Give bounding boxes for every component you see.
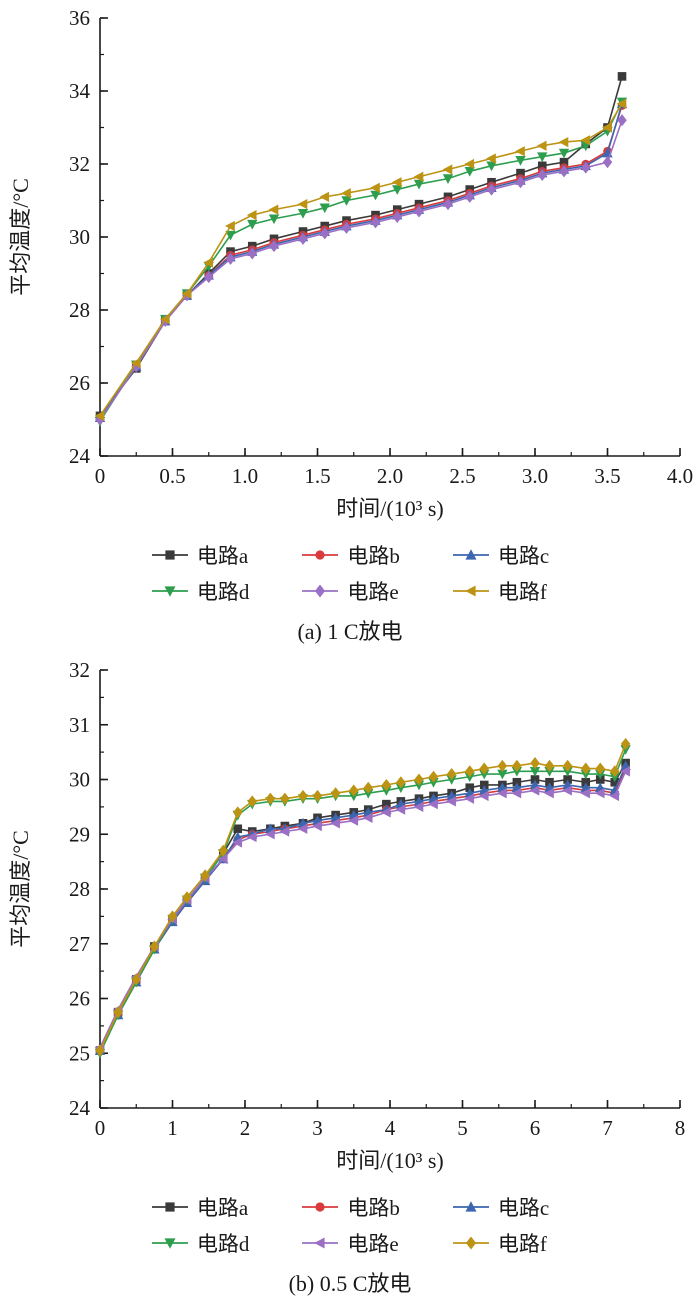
- series-line-a: [99, 76, 623, 417]
- legend-marker-d-icon: [151, 586, 188, 597]
- chart-b-ytick-1: 25: [69, 1041, 90, 1065]
- chart-b-legend: 电路a 电路b 电路c 电路d 电路e 电路f: [0, 1192, 700, 1258]
- legend-item-b: 电路b: [301, 1192, 400, 1222]
- legend-label-b: 电路b: [347, 544, 400, 568]
- chart-b-caption: (b) 0.5 C放电: [288, 1271, 412, 1296]
- legend-item-c: 电路c: [452, 540, 549, 570]
- chart-a-xtick-8: 4.0: [667, 464, 693, 488]
- legend-label-d: 电路d: [196, 580, 250, 604]
- legend-marker-e-icon: [302, 1237, 339, 1249]
- legend-item-f: 电路f: [452, 1228, 549, 1258]
- chart-a-xtick-0: 0: [95, 464, 106, 488]
- chart-a-xtick-3: 1.5: [304, 464, 330, 488]
- chart-b-xtick-1: 1: [167, 1116, 178, 1140]
- chart-a-ytick-3: 30: [69, 225, 90, 249]
- legend-label-c: 电路c: [497, 544, 550, 568]
- legend-item-e: 电路e: [301, 1228, 400, 1258]
- chart-b-xtick-8: 8: [675, 1116, 686, 1140]
- chart-b-xlabel: 时间/(10³ s): [336, 1148, 443, 1173]
- chart-b-ytick-0: 24: [69, 1096, 91, 1120]
- chart-a-ytick-6: 36: [69, 6, 90, 30]
- chart-a-ytick-1: 26: [69, 371, 90, 395]
- legend-label-a: 电路a: [196, 544, 249, 568]
- chart-a-ytick-2: 28: [69, 298, 90, 322]
- chart-b-ytick-3: 27: [69, 932, 90, 956]
- legend-label-b: 电路b: [347, 1196, 400, 1220]
- chart-b-ytick-4: 28: [69, 877, 90, 901]
- chart-b-xtick-2: 2: [240, 1116, 251, 1140]
- chart-a-xlabel: 时间/(10³ s): [336, 496, 443, 521]
- chart-a-ytick-0: 24: [69, 444, 91, 468]
- chart-b-ytick-7: 31: [69, 713, 90, 737]
- legend-item-e: 电路e: [301, 576, 400, 606]
- legend-marker-b-icon: [302, 550, 339, 560]
- legend-label-a: 电路a: [196, 1196, 249, 1220]
- legend-marker-d-icon: [151, 1238, 188, 1249]
- chart-a-ylabel: 平均温度/°C: [8, 178, 33, 296]
- chart-b-xtick-3: 3: [312, 1116, 323, 1140]
- chart-a-xtick-4: 2.0: [377, 464, 403, 488]
- chart-a-legend: 电路a 电路b 电路c 电路d 电路e 电路f: [0, 540, 700, 606]
- series-line-f: [99, 103, 623, 417]
- legend-marker-f-icon: [452, 1236, 489, 1250]
- legend-marker-c-icon: [452, 549, 489, 560]
- chart-b-figure: 0 1 2 3 4 5 6 7 8 24 25 26 27 28 29 30 31 32 平均温度/°C 时间/(…: [0, 656, 700, 1298]
- chart-b-xtick-4: 4: [385, 1116, 396, 1140]
- chart-b-ytick-5: 29: [69, 822, 90, 846]
- legend-label-e: 电路e: [347, 580, 399, 604]
- chart-a-ytick-4: 32: [69, 152, 90, 176]
- chart-b-xtick-6: 6: [530, 1116, 541, 1140]
- legend-label-d: 电路d: [196, 1232, 250, 1256]
- legend-label-f: 电路f: [497, 1232, 547, 1256]
- chart-b-ylabel: 平均温度/°C: [8, 830, 33, 948]
- legend-item-d: 电路d: [151, 1228, 250, 1258]
- legend-item-c: 电路c: [452, 1192, 549, 1222]
- chart-b-xtick-7: 7: [602, 1116, 613, 1140]
- legend-label-c: 电路c: [497, 1196, 550, 1220]
- legend-marker-c-icon: [452, 1201, 489, 1212]
- chart-a-caption: (a) 1 C放电: [297, 619, 403, 644]
- chart-b-ytick-2: 26: [69, 987, 90, 1011]
- legend-marker-b-icon: [302, 1202, 339, 1212]
- legend-item-b: 电路b: [301, 540, 400, 570]
- series-line-d: [99, 101, 623, 422]
- chart-a-xtick-6: 3.0: [522, 464, 548, 488]
- figure-page: 0 0.5 1.0 1.5 2.0 2.5 3.0 3.5 4.0 24 26 28 30 32 34 36 …: [0, 4, 700, 1298]
- chart-a-figure: 0 0.5 1.0 1.5 2.0 2.5 3.0 3.5 4.0 24 26 28 30 32 34 36 …: [0, 4, 700, 646]
- series-line-c: [99, 103, 623, 419]
- legend-marker-e-icon: [302, 584, 339, 598]
- chart-a-ytick-5: 34: [69, 79, 91, 103]
- legend-item-d: 电路d: [151, 576, 250, 606]
- chart-b-ytick-8: 32: [69, 658, 90, 682]
- legend-item-a: 电路a: [151, 1192, 250, 1222]
- legend-item-a: 电路a: [151, 540, 250, 570]
- legend-marker-a-icon: [151, 550, 188, 560]
- chart-b-ytick-6: 30: [69, 768, 90, 792]
- chart-a-xtick-2: 1.0: [232, 464, 258, 488]
- legend-marker-f-icon: [452, 585, 489, 597]
- chart-a-xtick-1: 0.5: [159, 464, 185, 488]
- legend-item-f: 电路f: [452, 576, 549, 606]
- chart-a-xtick-5: 2.5: [449, 464, 475, 488]
- legend-label-f: 电路f: [497, 580, 547, 604]
- series-line-d: [99, 749, 627, 1054]
- chart-b-xtick-0: 0: [95, 1116, 106, 1140]
- chart-b-canvas: 0 1 2 3 4 5 6 7 8 24 25 26 27 28 29 30 31 32 平均温度/°C 时间/(…: [8, 658, 686, 1173]
- legend-label-e: 电路e: [347, 1232, 399, 1256]
- chart-b-xtick-5: 5: [457, 1116, 468, 1140]
- chart-a-xtick-7: 3.5: [594, 464, 620, 488]
- legend-marker-a-icon: [151, 1202, 188, 1212]
- chart-a-canvas: 0 0.5 1.0 1.5 2.0 2.5 3.0 3.5 4.024262830323436 …: [8, 6, 693, 521]
